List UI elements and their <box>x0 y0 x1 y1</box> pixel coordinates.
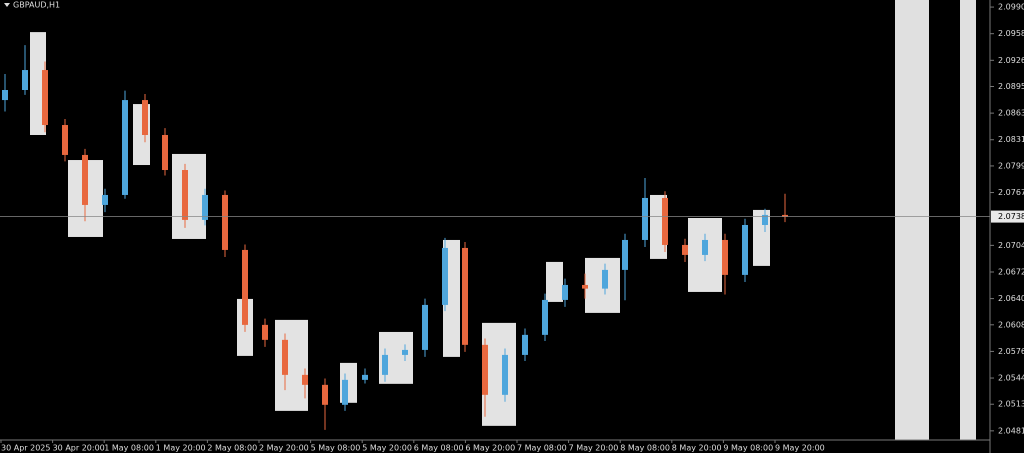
symbol-menu-icon[interactable] <box>4 3 10 7</box>
x-tick-label: 6 May 20:00 <box>465 444 515 453</box>
candle-body <box>502 354 508 395</box>
x-tick-label: 30 Apr 20:00 <box>53 444 105 453</box>
x-tick-label: 2 May 20:00 <box>259 444 309 453</box>
x-tick-label: 1 May 08:00 <box>104 444 154 453</box>
candle-body <box>62 125 68 155</box>
zone <box>275 319 308 411</box>
y-tick-label: 2.09265 <box>998 56 1024 65</box>
candle-body <box>702 239 708 255</box>
y-tick-label: 2.06400 <box>998 294 1024 303</box>
candle-body <box>782 214 788 217</box>
candle-body <box>462 247 468 345</box>
x-tick-label: 7 May 20:00 <box>569 444 619 453</box>
x-tick-label: 30 Apr 2025 <box>1 444 50 453</box>
y-tick-label: 2.06720 <box>998 267 1024 276</box>
candle-body <box>182 170 188 220</box>
candle-body <box>142 100 148 135</box>
x-tick-label: 8 May 08:00 <box>620 444 670 453</box>
candle-body <box>602 269 608 289</box>
candle-body <box>382 354 388 375</box>
y-tick-label: 2.09905 <box>998 3 1024 12</box>
candle-body <box>422 304 428 350</box>
x-tick-label: 6 May 08:00 <box>414 444 464 453</box>
candle-body <box>522 334 528 355</box>
y-tick-label: 2.07995 <box>998 161 1024 170</box>
candle-body <box>302 374 308 385</box>
candle-body <box>742 224 748 275</box>
candle-body <box>662 197 668 245</box>
y-tick-label: 2.09585 <box>998 29 1024 38</box>
candle-body <box>282 339 288 375</box>
candle-body <box>322 384 328 405</box>
candle-body <box>642 197 648 240</box>
chart-title: GBPAUD,H1 <box>13 1 60 10</box>
x-tick-label: 8 May 20:00 <box>672 444 722 453</box>
y-tick-label: 2.06085 <box>998 320 1024 329</box>
candle-body <box>442 247 448 305</box>
x-tick-label: 2 May 08:00 <box>207 444 257 453</box>
y-tick-label: 2.05130 <box>998 400 1024 409</box>
session-band <box>895 0 929 440</box>
y-tick-label: 2.04810 <box>998 426 1024 435</box>
candle-body <box>682 244 688 255</box>
candle-body <box>102 194 108 205</box>
candle-body <box>542 299 548 335</box>
candle-body <box>262 324 268 340</box>
candle-body <box>82 154 88 205</box>
y-tick-label: 2.07675 <box>998 188 1024 197</box>
candle-body <box>482 344 488 395</box>
candle-body <box>2 89 8 101</box>
candle-body <box>162 134 168 171</box>
candle-body <box>222 194 228 250</box>
candles <box>2 45 788 430</box>
candle-body <box>202 194 208 220</box>
candle-body <box>562 284 568 300</box>
x-tick-label: 5 May 20:00 <box>362 444 412 453</box>
last-price-tag <box>991 210 1024 223</box>
x-tick-label: 9 May 20:00 <box>775 444 825 453</box>
session-band <box>960 0 976 440</box>
y-tick-label: 2.08950 <box>998 82 1024 91</box>
x-tick-label: 9 May 08:00 <box>723 444 773 453</box>
y-tick-label: 2.07040 <box>998 241 1024 250</box>
y-tick-label: 2.08310 <box>998 135 1024 144</box>
candle-body <box>402 349 408 355</box>
zones <box>30 32 770 426</box>
candle-body <box>42 70 48 126</box>
zone <box>172 153 206 239</box>
y-tick-label: 2.08630 <box>998 109 1024 118</box>
y-tick-label: 2.05765 <box>998 347 1024 356</box>
x-tick-label: 7 May 08:00 <box>517 444 567 453</box>
candle-body <box>122 100 128 195</box>
y-tick-label: 2.05445 <box>998 374 1024 383</box>
candle-body <box>582 284 588 289</box>
candle-body <box>342 379 348 405</box>
last-price-label: 2.07386 <box>998 212 1024 221</box>
candle-body <box>722 239 728 275</box>
x-tick-label: 1 May 20:00 <box>156 444 206 453</box>
zone <box>546 261 563 302</box>
candle-body <box>762 214 768 225</box>
candle-body <box>22 70 28 90</box>
candle-body <box>362 374 368 380</box>
x-tick-label: 5 May 08:00 <box>311 444 361 453</box>
candle-body <box>242 249 248 325</box>
candle-body <box>622 239 628 270</box>
